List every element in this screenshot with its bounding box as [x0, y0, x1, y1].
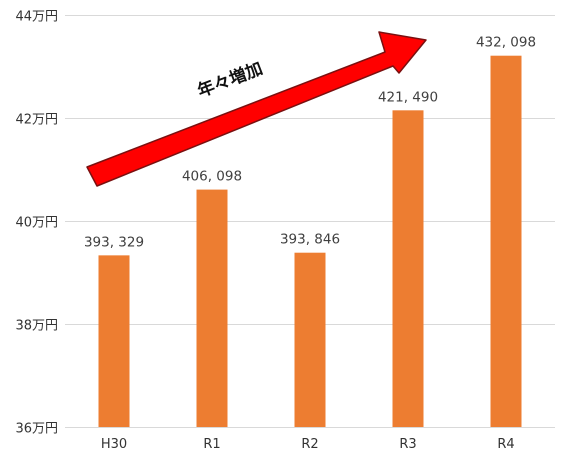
y-tick-label: 44万円 [15, 10, 58, 25]
data-label: 393, 846 [280, 232, 340, 248]
data-label: 432, 098 [476, 35, 536, 51]
data-label: 406, 098 [182, 169, 242, 185]
data-label: 393, 329 [84, 234, 144, 250]
gridlines [65, 15, 555, 428]
y-tick-label: 36万円 [15, 422, 58, 437]
trend-arrow-icon [86, 31, 427, 187]
y-tick-label: 40万円 [15, 216, 58, 231]
data-label: 421, 490 [378, 89, 438, 105]
x-tick-label: R2 [301, 437, 318, 452]
trend-annotation-text: 年々増加 [195, 58, 266, 102]
bars [98, 55, 522, 427]
x-axis-ticks: H30 R1 R2 R3 R4 [101, 437, 515, 452]
x-tick-label: H30 [101, 437, 127, 452]
x-tick-label: R1 [203, 437, 220, 452]
bar [196, 189, 228, 427]
y-axis-ticks: 36万円 38万円 40万円 42万円 44万円 [15, 10, 58, 437]
bar [294, 252, 326, 427]
x-tick-label: R3 [399, 437, 416, 452]
y-tick-label: 42万円 [15, 113, 58, 128]
bar [392, 110, 424, 427]
bar [490, 55, 522, 427]
data-labels: 393, 329 406, 098 393, 846 421, 490 432, 098 [84, 35, 536, 251]
bar [98, 255, 130, 427]
x-tick-label: R4 [497, 437, 514, 452]
y-tick-label: 38万円 [15, 319, 58, 334]
trend-annotation: 年々増加 [86, 31, 427, 187]
